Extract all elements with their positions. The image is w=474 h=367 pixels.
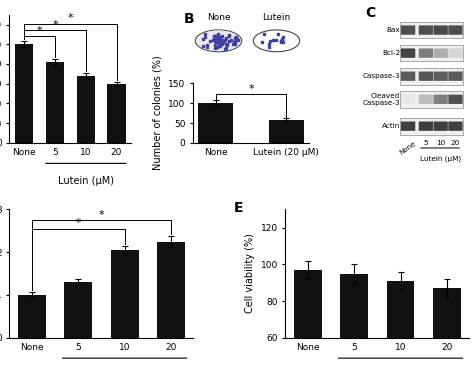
Text: 10: 10 xyxy=(436,140,445,146)
Text: C: C xyxy=(366,6,376,20)
FancyBboxPatch shape xyxy=(401,25,415,35)
Bar xyxy=(387,281,414,367)
Bar xyxy=(340,273,368,367)
Circle shape xyxy=(196,30,240,51)
Text: *: * xyxy=(37,26,43,36)
Text: None: None xyxy=(207,13,230,22)
Y-axis label: Number of colonies (%): Number of colonies (%) xyxy=(153,56,163,171)
Text: Bax: Bax xyxy=(387,27,400,33)
Bar xyxy=(401,45,463,61)
Text: *: * xyxy=(75,218,81,228)
Text: Lutein (μM): Lutein (μM) xyxy=(58,176,114,186)
Text: None: None xyxy=(399,140,417,156)
Bar xyxy=(157,241,185,338)
FancyBboxPatch shape xyxy=(434,25,448,35)
FancyBboxPatch shape xyxy=(419,72,433,81)
Bar xyxy=(401,91,463,108)
Text: Bcl-2: Bcl-2 xyxy=(382,50,400,56)
FancyBboxPatch shape xyxy=(448,25,463,35)
FancyBboxPatch shape xyxy=(448,121,463,131)
FancyBboxPatch shape xyxy=(419,95,433,104)
Circle shape xyxy=(253,30,300,52)
Bar xyxy=(198,103,233,143)
Text: 5: 5 xyxy=(424,140,428,146)
Y-axis label: Cell viability (%): Cell viability (%) xyxy=(245,234,255,313)
Bar xyxy=(107,84,126,143)
FancyBboxPatch shape xyxy=(419,48,433,58)
Bar xyxy=(18,295,46,338)
FancyBboxPatch shape xyxy=(401,48,415,58)
FancyBboxPatch shape xyxy=(434,95,448,104)
Bar xyxy=(64,282,92,338)
FancyBboxPatch shape xyxy=(434,48,448,58)
Text: 20: 20 xyxy=(451,140,460,146)
Bar xyxy=(15,44,34,143)
Text: *: * xyxy=(52,20,58,30)
Text: Lutein: Lutein xyxy=(263,13,291,22)
Text: *: * xyxy=(99,210,104,219)
FancyBboxPatch shape xyxy=(419,121,433,131)
Bar xyxy=(76,76,95,143)
Bar xyxy=(111,250,138,338)
Text: Actin: Actin xyxy=(382,123,400,129)
FancyBboxPatch shape xyxy=(401,95,415,104)
Bar xyxy=(433,288,461,367)
Bar xyxy=(46,62,64,143)
Text: Caspase-3: Caspase-3 xyxy=(363,73,400,79)
FancyBboxPatch shape xyxy=(448,48,463,58)
Text: B: B xyxy=(184,12,194,26)
Text: Lutein (μM): Lutein (μM) xyxy=(420,156,461,162)
Text: *: * xyxy=(68,13,73,23)
FancyBboxPatch shape xyxy=(401,72,415,81)
FancyBboxPatch shape xyxy=(448,95,463,104)
Text: *: * xyxy=(248,84,254,94)
FancyBboxPatch shape xyxy=(419,25,433,35)
Bar xyxy=(294,270,321,367)
Bar xyxy=(401,68,463,84)
FancyBboxPatch shape xyxy=(434,72,448,81)
FancyBboxPatch shape xyxy=(448,72,463,81)
FancyBboxPatch shape xyxy=(401,121,415,131)
FancyBboxPatch shape xyxy=(434,121,448,131)
Text: Cleaved
Caspase-3: Cleaved Caspase-3 xyxy=(363,93,400,106)
Text: E: E xyxy=(234,200,243,214)
Circle shape xyxy=(195,30,242,52)
Bar xyxy=(401,22,463,39)
Bar xyxy=(269,120,304,143)
Bar xyxy=(401,118,463,135)
